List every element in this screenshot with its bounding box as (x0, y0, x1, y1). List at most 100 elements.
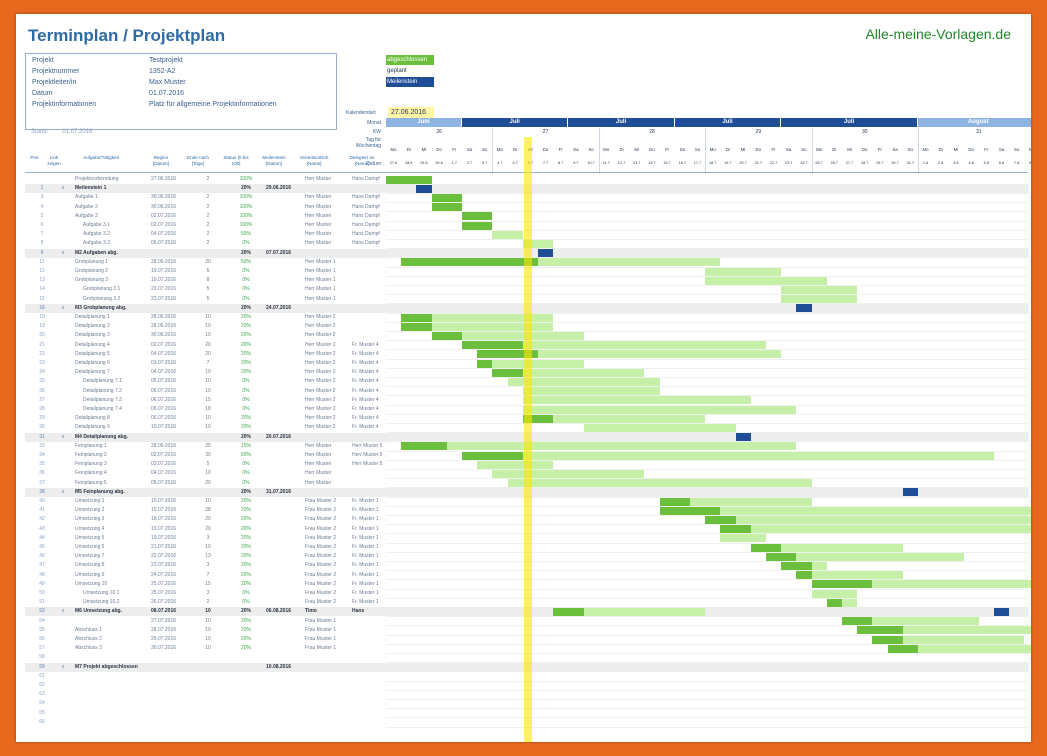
cell-dur[interactable]: 2 (206, 203, 210, 210)
cell-status[interactable]: 20% (240, 433, 251, 440)
cell-resp[interactable]: Frau Muster 1 (305, 626, 337, 633)
cell-task[interactable]: Umsetzung 3 (75, 516, 105, 523)
cell-status[interactable]: 50% (240, 452, 251, 458)
task-row[interactable]: 66 (25, 718, 1028, 727)
task-row[interactable]: 15 Grobplanung 3.2 23.07.2016 5 0% Herr Muste… (25, 295, 1028, 304)
cell-dur[interactable]: 28 (205, 507, 211, 514)
cell-resp[interactable]: Frau Muster 1 (305, 645, 337, 652)
cell-task[interactable]: Detailplanung 7.1 (83, 378, 122, 385)
cell-resp[interactable]: Herr Muster (305, 222, 332, 228)
cell-status[interactable]: 0% (242, 599, 250, 606)
cell-dur[interactable]: 18 (205, 406, 211, 412)
cell-resp[interactable]: Frau Muster 2 (305, 562, 337, 569)
cell-resp[interactable]: Herr Muster 2 (305, 341, 336, 348)
cell-status[interactable]: 20% (240, 185, 251, 192)
cell-dur[interactable]: 5 (206, 295, 210, 302)
cell-resp[interactable]: Frau Muster 2 (305, 534, 337, 541)
task-row[interactable]: 58 (25, 653, 1028, 662)
cell-ms[interactable]: 07.07.2016 (266, 249, 292, 256)
cell-resp[interactable]: Herr Muster 2 (305, 396, 336, 403)
cell-begin[interactable]: 28.06.2016 (151, 323, 177, 330)
cell-deleg[interactable]: Fr. Muster 1 (352, 544, 379, 550)
cell-task[interactable]: Grobplanung 1 (75, 258, 109, 265)
col-milestone[interactable]: Meilenstein [Datum] (262, 155, 286, 166)
cell-status[interactable]: 0% (242, 240, 250, 247)
cell-task[interactable]: Detailplanung 2 (75, 323, 110, 330)
cell-begin[interactable]: 28.06.2016 (151, 314, 177, 320)
cell-status[interactable]: 20% (240, 525, 251, 532)
col-link[interactable]: Link zeigen (47, 155, 61, 166)
cell-task[interactable]: Umsetzung 5 (75, 534, 105, 541)
cell-dur[interactable]: 20 (205, 350, 211, 357)
cell-task[interactable]: Detailplanung 4 (75, 341, 110, 348)
task-row[interactable]: 55 Abschluss 1 28.07.2016 10 20% Frau Muster … (25, 626, 1028, 635)
cell-begin[interactable]: 30.06.2016 (151, 332, 177, 339)
cell-status[interactable]: 0% (242, 406, 250, 412)
task-row[interactable]: 30 Detailplanung 9 10.07.2016 10 20% Herr Mus… (25, 423, 1028, 432)
task-row[interactable]: 33 Feinplanung 1 28.06.2016 25 15% Herr Muste… (25, 442, 1028, 451)
task-row[interactable]: 36 Feinplanung 4 04.07.2016 10 0% Herr Muster (25, 469, 1028, 478)
cell-dur[interactable]: 3 (206, 590, 210, 596)
task-row[interactable]: 28 Detailplanung 7.4 06.07.2016 18 0% Herr Mu… (25, 405, 1028, 414)
task-row[interactable]: 25 Detailplanung 7.1 05.07.2016 10 0% Herr Mu… (25, 377, 1028, 386)
task-row[interactable]: 56 Abschluss 2 29.07.2016 10 20% Frau Muster … (25, 635, 1028, 644)
cell-task[interactable]: Feinplanung 4 (75, 470, 107, 477)
cell-dur[interactable]: 10 (205, 617, 211, 624)
task-row[interactable]: 21 Detailplanung 4 02.07.2016 20 20% Herr Mus… (25, 341, 1028, 350)
cell-dur[interactable]: 20 (205, 341, 211, 348)
task-row[interactable]: 7 Aufgabe 3.2 04.07.2016 2 50% Herr Muster Han… (25, 230, 1028, 239)
task-row[interactable]: 8 Aufgabe 3.3 06.07.2016 2 0% Herr Muster Hans… (25, 239, 1028, 248)
cell-task[interactable]: Aufgabe 3.1 (83, 222, 110, 228)
cell-deleg[interactable]: Hans (352, 608, 365, 615)
cell-task[interactable]: Aufgabe 3.3 (83, 240, 110, 247)
cell-begin[interactable]: 28.06.2016 (151, 442, 177, 449)
cell-begin[interactable]: 28.07.2016 (151, 626, 177, 633)
cell-task[interactable]: Aufgabe 3 (75, 212, 98, 219)
cell-status[interactable]: 100% (239, 222, 253, 228)
cell-begin[interactable]: 02.07.2016 (151, 222, 177, 228)
cell-begin[interactable]: 06.07.2016 (151, 406, 177, 412)
cell-resp[interactable]: Herr Muster 1 (305, 286, 336, 293)
cell-begin[interactable]: 04.07.2016 (151, 369, 177, 376)
task-row[interactable]: 22 Detailplanung 5 04.07.2016 20 20% Herr Mus… (25, 350, 1028, 359)
cell-status[interactable]: 20% (240, 304, 251, 311)
cell-task[interactable]: Grobplanung 3 (75, 277, 109, 284)
cell-begin[interactable]: 02.07.2016 (151, 341, 177, 348)
cell-resp[interactable]: Herr Muster (305, 479, 332, 486)
cell-begin[interactable]: 04.07.2016 (151, 470, 177, 477)
cell-status[interactable]: 20% (240, 553, 251, 560)
cell-begin[interactable]: 22.07.2016 (151, 553, 177, 560)
task-row[interactable]: 49 Umsetzung 10 25.07.2016 15 20% Frau Muster… (25, 580, 1028, 589)
cell-link[interactable]: x (61, 608, 65, 615)
cell-resp[interactable]: Herr Muster 2 (305, 332, 336, 339)
task-row[interactable]: 50 Umsetzung 10.1 25.07.2016 3 0% Frau Muster… (25, 589, 1028, 598)
task-row[interactable]: Projektvorbereitung 27.06.2016 2 100% Herr M… (25, 175, 1028, 184)
cell-begin[interactable]: 06.07.2016 (151, 396, 177, 403)
cell-status[interactable]: 20% (240, 424, 251, 431)
task-row[interactable]: 11 Grobplanung 1 28.06.2016 20 50% Herr Muste… (25, 258, 1028, 267)
task-row[interactable]: 6 Aufgabe 3.1 02.07.2016 2 100% Herr Muster Ha… (25, 221, 1028, 230)
cell-resp[interactable]: Herr Muster (305, 240, 332, 247)
task-row[interactable]: 12 Grobplanung 2 19.07.2016 5 0% Herr Muster … (25, 267, 1028, 276)
cell-deleg[interactable]: Hans Dampf (352, 240, 380, 247)
task-row[interactable]: 20 Detailplanung 3 30.06.2016 10 20% Herr Mus… (25, 331, 1028, 340)
cell-status[interactable]: 50% (240, 258, 251, 265)
cell-begin[interactable]: 26.07.2016 (151, 599, 177, 606)
task-row[interactable]: 51 Umsetzung 10.2 26.07.2016 2 0% Frau Muster… (25, 598, 1028, 607)
cell-task[interactable]: M5 Feinplanung abg. (75, 488, 125, 495)
cell-ms[interactable]: 20.07.2016 (266, 433, 292, 440)
task-row[interactable]: 23 Detailplanung 6 03.07.2016 7 20% Herr Must… (25, 359, 1028, 368)
cell-begin[interactable]: 19.07.2016 (151, 534, 177, 541)
cell-task[interactable]: M3 Grobplanung abg. (75, 304, 127, 311)
cell-dur[interactable]: 3 (206, 534, 210, 541)
task-row[interactable]: 48 Umsetzung 9 24.07.2016 7 20% Frau Muster 2… (25, 571, 1028, 580)
cell-begin[interactable]: 23.07.2016 (151, 295, 177, 302)
cell-task[interactable]: Detailplanung 6 (75, 360, 110, 366)
cell-resp[interactable]: Herr Muster (305, 194, 332, 201)
cell-begin[interactable]: 03.07.2016 (151, 461, 177, 468)
cell-resp[interactable]: Frau Muster 2 (305, 571, 337, 578)
cell-task[interactable]: Detailplanung 7.4 (83, 406, 122, 412)
cell-task[interactable]: Aufgabe 2 (75, 203, 98, 210)
cell-status[interactable]: 20% (240, 534, 251, 541)
cell-resp[interactable]: Herr Muster 2 (305, 314, 336, 320)
